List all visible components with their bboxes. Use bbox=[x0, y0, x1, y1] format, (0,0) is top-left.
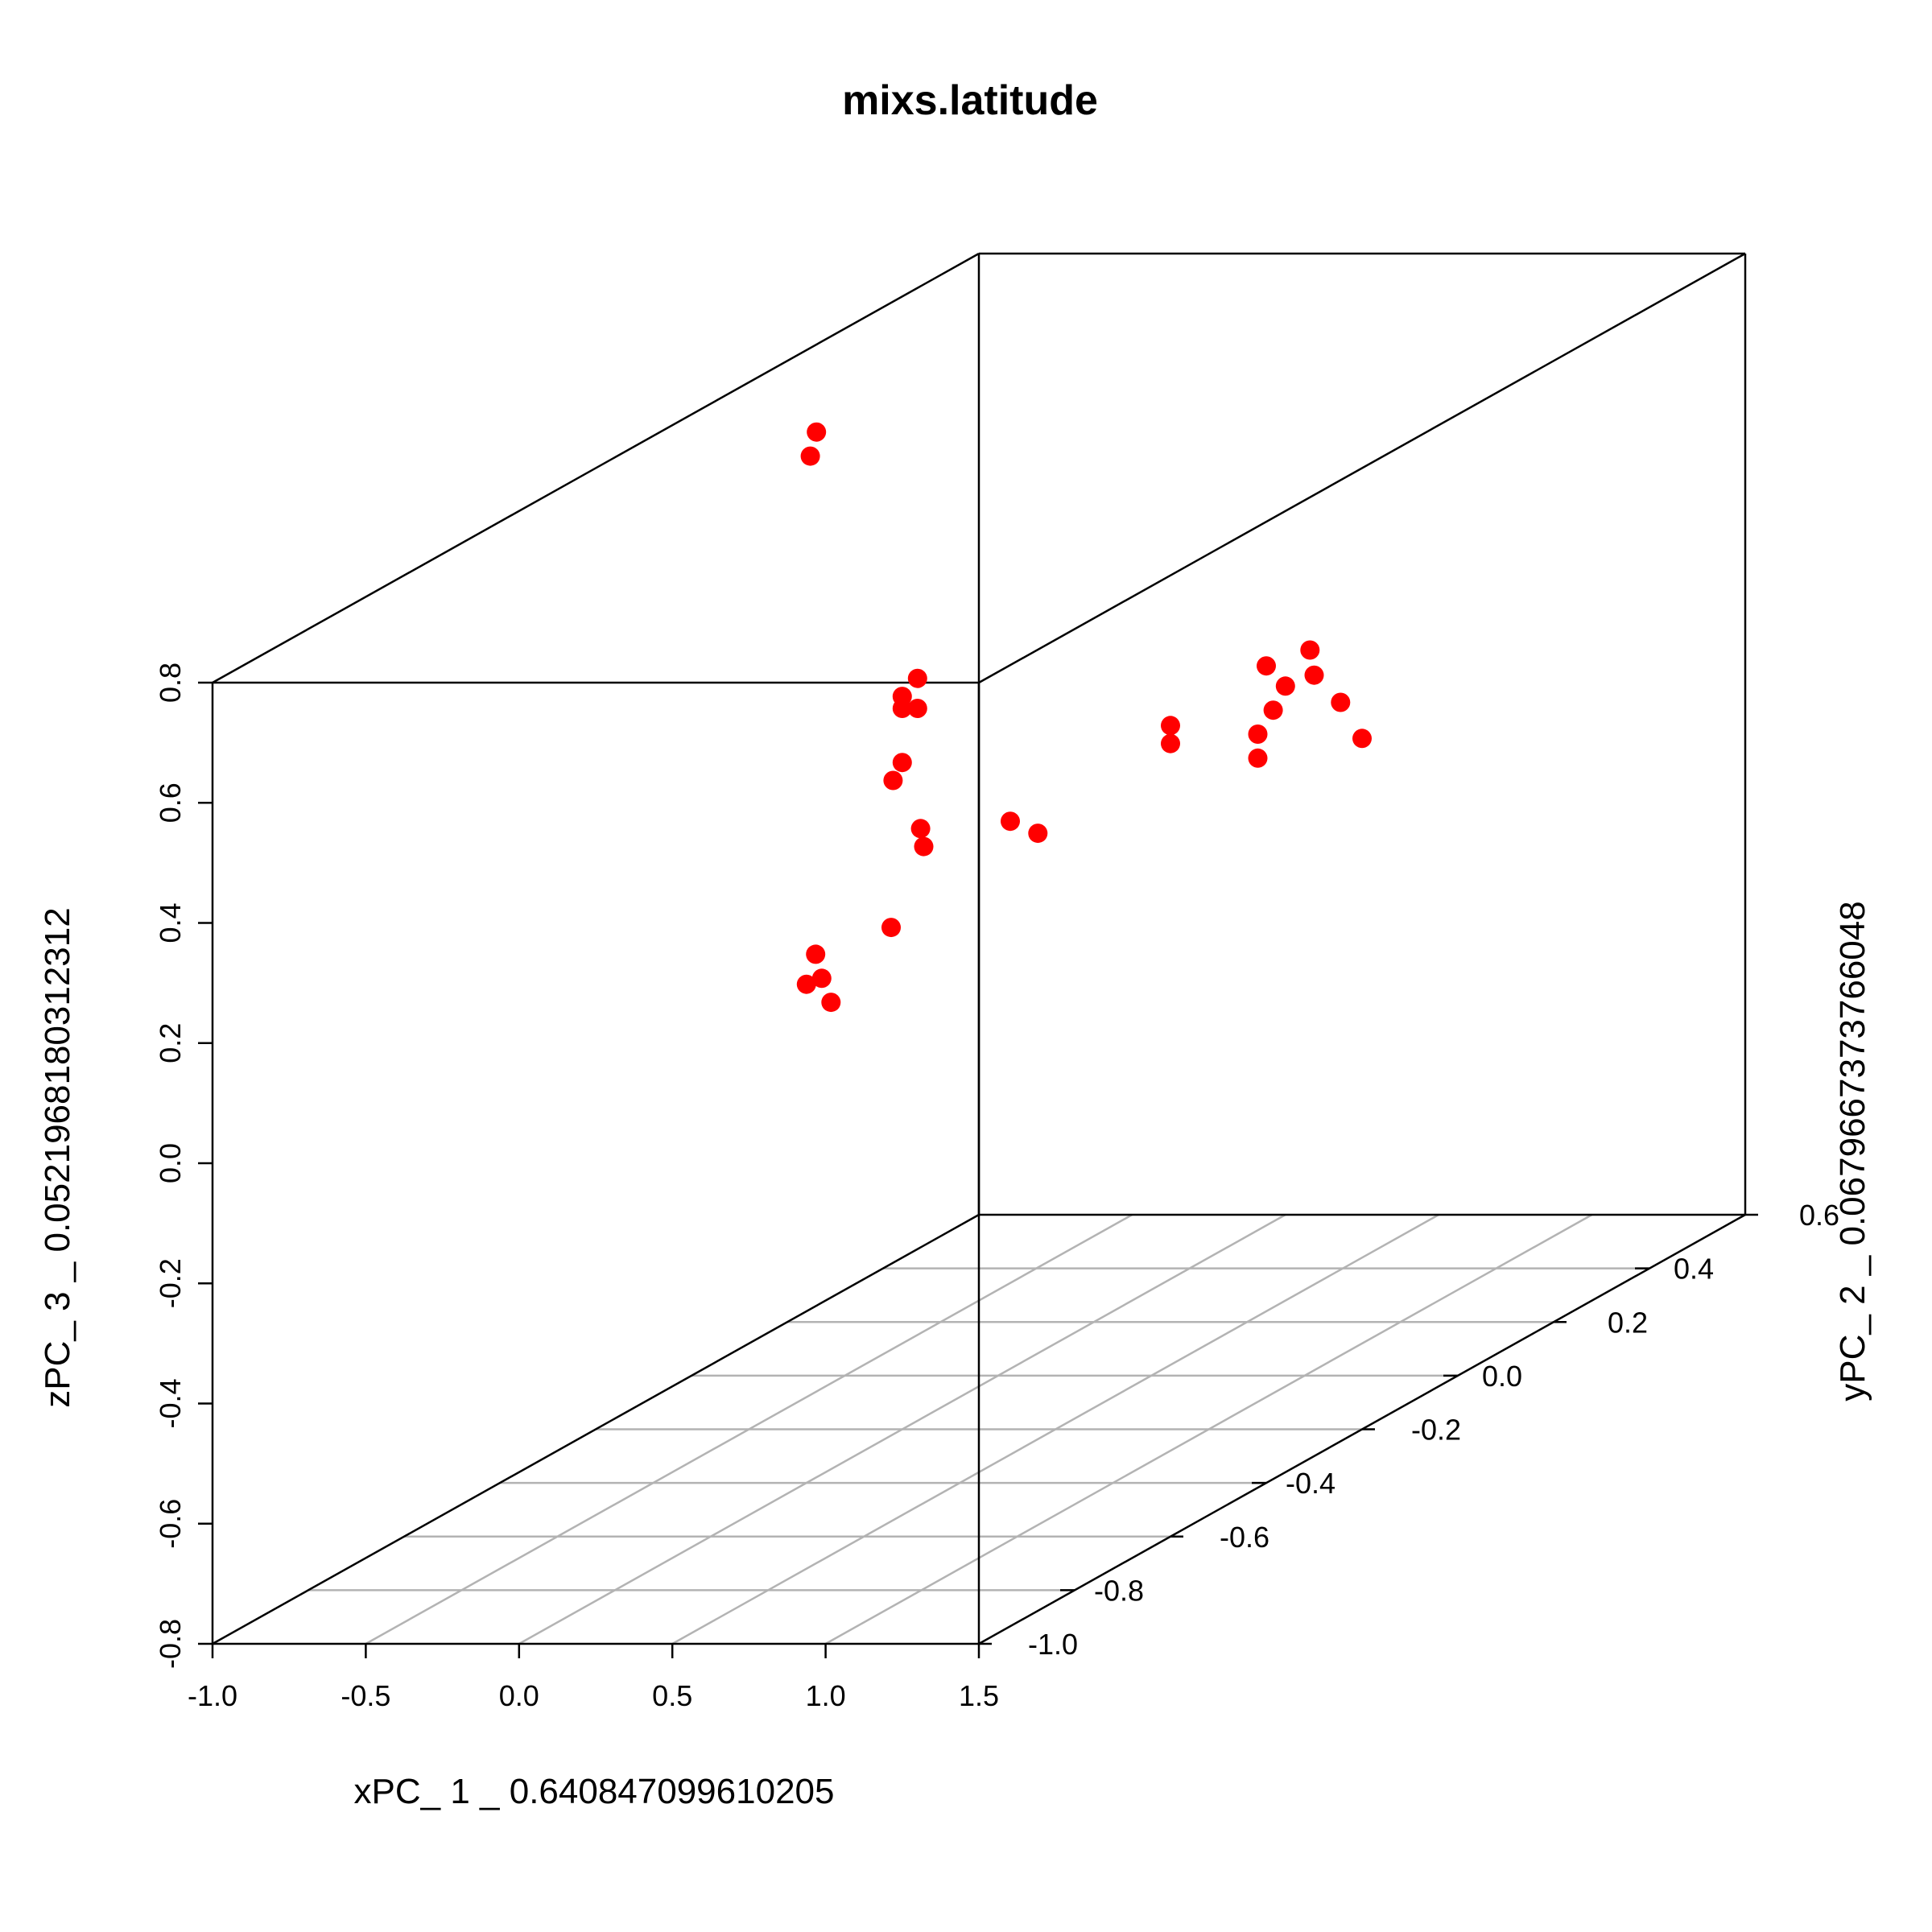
box-edge bbox=[978, 252, 1746, 684]
x-tick-label: -0.5 bbox=[341, 1679, 390, 1712]
data-point bbox=[1257, 656, 1276, 676]
z-tick-label: 0.6 bbox=[154, 782, 187, 823]
data-point bbox=[1300, 640, 1320, 660]
data-point bbox=[1275, 676, 1295, 696]
y-tick-label: -1.0 bbox=[1028, 1628, 1078, 1661]
y-tick-label: -0.6 bbox=[1220, 1521, 1269, 1554]
y-tick-label: 0.2 bbox=[1608, 1306, 1648, 1339]
data-point bbox=[1263, 700, 1283, 720]
data-point bbox=[1248, 748, 1268, 768]
plot-box bbox=[211, 252, 1747, 1645]
data-point bbox=[907, 668, 927, 688]
y-tick-label: -0.2 bbox=[1411, 1414, 1461, 1447]
z-tick-label: 0.4 bbox=[154, 902, 187, 943]
data-point bbox=[800, 446, 820, 466]
y-tick-label: -0.4 bbox=[1286, 1467, 1335, 1500]
z-axis-ticks: -0.8 -0.6 -0.4 -0.2 0.0 0.2 0.4 0.6 0.8 bbox=[154, 663, 213, 1669]
box-edge bbox=[212, 252, 980, 684]
z-tick-label: -0.4 bbox=[154, 1378, 187, 1428]
x-tick-label: 1.0 bbox=[806, 1679, 846, 1712]
x-axis-ticks: -1.0 -0.5 0.0 0.5 1.0 1.5 bbox=[188, 1644, 999, 1712]
y-tick-label: 0.4 bbox=[1674, 1253, 1714, 1286]
x-tick-label: -1.0 bbox=[188, 1679, 237, 1712]
data-point bbox=[1001, 811, 1020, 832]
data-point bbox=[914, 836, 934, 857]
data-point bbox=[807, 422, 827, 442]
data-point bbox=[1352, 729, 1372, 749]
floor-grid bbox=[308, 1213, 1649, 1645]
y-tick-label: -0.8 bbox=[1094, 1574, 1144, 1607]
z-tick-label: 0.2 bbox=[154, 1023, 187, 1063]
data-point bbox=[806, 944, 826, 964]
z-axis-label: zPC_ 3 _ 0.0521968180312312 bbox=[38, 907, 77, 1407]
z-tick-label: -0.2 bbox=[154, 1258, 187, 1308]
data-point bbox=[892, 753, 912, 773]
z-tick-label: -0.8 bbox=[154, 1619, 187, 1669]
x-tick-label: 1.5 bbox=[959, 1679, 999, 1712]
chart-title: mixs.latitude bbox=[842, 77, 1098, 124]
box-edge bbox=[212, 1213, 980, 1645]
x-tick-label: 0.0 bbox=[499, 1679, 539, 1712]
z-tick-label: -0.6 bbox=[154, 1499, 187, 1549]
y-tick-label: 0.0 bbox=[1482, 1360, 1522, 1393]
y-axis-ticks: -1.0 -0.8 -0.6 -0.4 -0.2 0.0 0.2 0.4 0.6 bbox=[979, 1199, 1839, 1661]
data-point bbox=[1028, 824, 1048, 844]
data-point bbox=[907, 699, 927, 718]
data-point bbox=[881, 918, 901, 938]
z-tick-label: 0.0 bbox=[154, 1143, 187, 1183]
z-tick-label: 0.8 bbox=[154, 663, 187, 703]
data-point bbox=[821, 993, 841, 1013]
data-point bbox=[883, 770, 903, 791]
y-tick-label: 0.6 bbox=[1799, 1199, 1839, 1232]
data-point bbox=[910, 819, 931, 839]
data-point bbox=[1304, 665, 1324, 685]
data-points bbox=[796, 422, 1372, 1013]
data-point bbox=[892, 699, 912, 718]
data-point bbox=[1248, 724, 1268, 744]
data-point bbox=[1161, 716, 1180, 736]
x-tick-label: 0.5 bbox=[652, 1679, 692, 1712]
data-point bbox=[796, 974, 816, 994]
y-axis-label: yPC_ 2 _ 0.0679667373766048 bbox=[1833, 901, 1872, 1401]
data-point bbox=[1161, 733, 1180, 753]
data-point bbox=[811, 968, 832, 989]
data-point bbox=[1331, 692, 1351, 712]
x-axis-label: xPC_ 1 _ 0.640847099610205 bbox=[354, 1772, 835, 1811]
